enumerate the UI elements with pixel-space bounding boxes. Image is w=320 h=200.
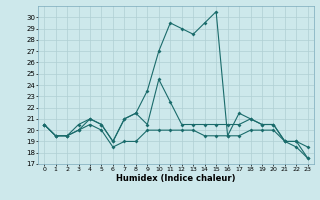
X-axis label: Humidex (Indice chaleur): Humidex (Indice chaleur) bbox=[116, 174, 236, 183]
